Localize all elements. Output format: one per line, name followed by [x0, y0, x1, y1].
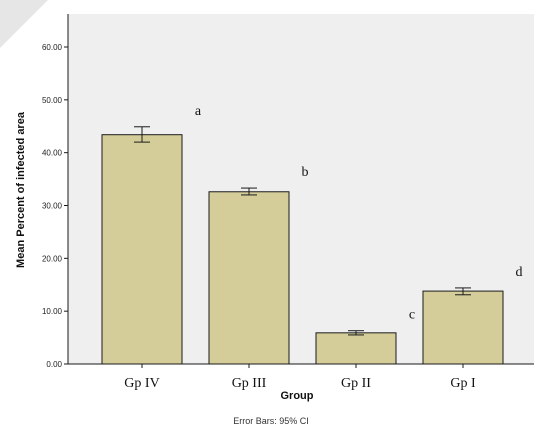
significance-label: d — [516, 265, 523, 280]
y-tick-label: 10.00 — [42, 307, 63, 316]
y-axis: 0.00 10.00 20.00 30.00 40.00 50.00 60.00 — [42, 14, 69, 369]
x-tick-label: Gp IV — [124, 376, 159, 391]
error-bar-gp-i — [455, 287, 471, 296]
y-tick-label: 40.00 — [42, 149, 63, 158]
x-axis: Gp IV Gp III Gp II Gp I — [68, 363, 534, 391]
y-tick-label: 30.00 — [42, 202, 63, 211]
y-tick-label: 60.00 — [42, 43, 63, 52]
bar-gp-ii — [315, 332, 397, 365]
bar-gp-i — [422, 290, 504, 365]
significance-label: c — [409, 308, 415, 323]
significance-labels-group: a b c d — [195, 104, 523, 323]
bar-gp-iv — [101, 134, 183, 365]
bar-gp-iii — [208, 191, 290, 365]
x-tick-label: Gp I — [450, 376, 476, 391]
error-bars-footnote: Error Bars: 95% CI — [233, 416, 309, 426]
error-bar-gp-iii — [241, 187, 257, 196]
y-axis-title: Mean Percent of infected area — [15, 111, 27, 268]
x-axis-title: Group — [281, 390, 314, 402]
y-tick-label: 50.00 — [42, 96, 63, 105]
y-tick-label: 0.00 — [46, 360, 62, 369]
error-bar-gp-iv — [134, 126, 150, 143]
error-bar-gp-ii — [348, 330, 364, 336]
significance-label: b — [302, 165, 309, 180]
error-bars-group — [134, 126, 471, 336]
x-tick-label: Gp II — [341, 376, 371, 391]
page-corner-fold — [0, 0, 48, 48]
significance-label: a — [195, 104, 202, 119]
y-tick-label: 20.00 — [42, 254, 63, 263]
x-tick-label: Gp III — [232, 376, 267, 391]
bars-group — [101, 134, 504, 365]
